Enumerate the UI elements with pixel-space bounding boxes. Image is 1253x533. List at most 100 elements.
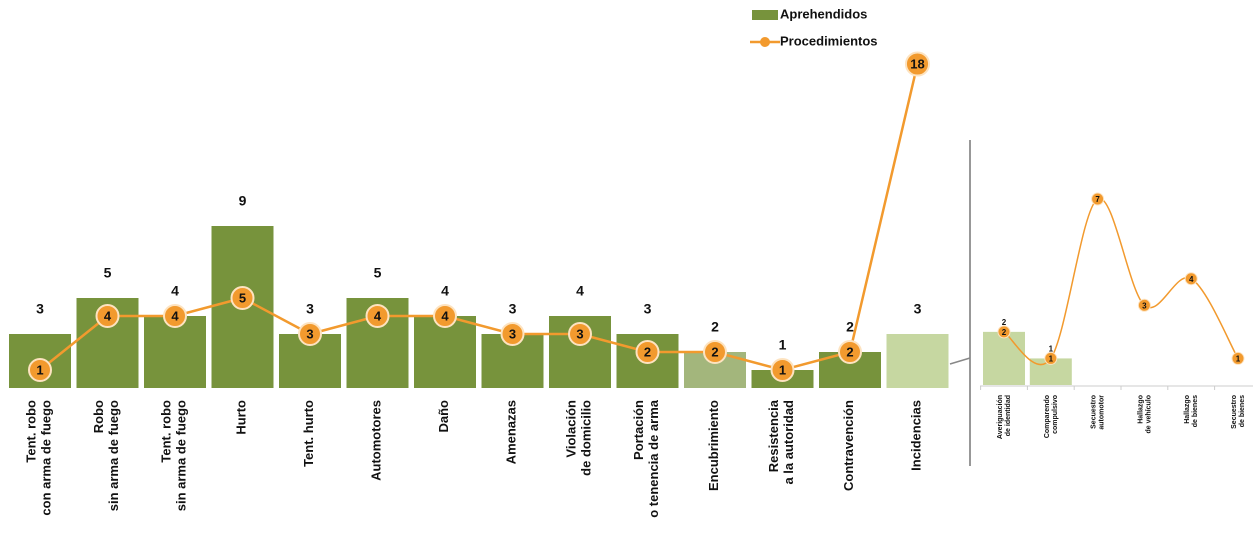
label-line: automotor — [1098, 395, 1105, 430]
label-line: Amenazas — [504, 400, 519, 464]
line-marker — [163, 304, 187, 328]
line-marker — [703, 340, 727, 364]
line-value-label: 5 — [239, 290, 246, 305]
line-marker — [95, 304, 120, 328]
label-line: Violación — [564, 400, 579, 458]
x-tick-label: Tent. robocon arma de fuego — [24, 400, 54, 516]
label-line: de vehículo — [1145, 395, 1152, 434]
label-line: Automotores — [369, 400, 384, 481]
legend-label: Aprehendidos — [780, 6, 867, 21]
label-line: de bienes — [1239, 395, 1246, 427]
label-line: Portación — [631, 400, 646, 460]
line-value-label: 1 — [36, 362, 43, 377]
line-value-label: 2 — [711, 344, 718, 359]
bar-value-label: 4 — [576, 283, 584, 299]
label-line: Tent. robo — [24, 400, 39, 463]
bar-value-label: 3 — [36, 301, 44, 317]
line-marker — [1091, 192, 1105, 206]
label-line: de identidad — [1005, 395, 1012, 436]
line-value-label: 4 — [374, 308, 382, 323]
bar-value-label: 1 — [779, 337, 787, 353]
bar-value-label: 1 — [1049, 345, 1054, 354]
x-tick-label: Comparendocompulsivo — [1044, 395, 1059, 438]
bar-value-label: 3 — [914, 301, 922, 317]
line-value-label: 2 — [846, 344, 853, 359]
line-value-label: 1 — [779, 362, 786, 377]
x-tick-label: Secuestrode bienes — [1231, 395, 1246, 429]
bar-value-label: 2 — [1002, 318, 1007, 327]
label-line: de bienes — [1192, 395, 1199, 427]
line-value-label: 2 — [1002, 328, 1007, 337]
legend-label: Procedimientos — [780, 33, 878, 48]
x-tick-label: Tent. robosin arma de fuego — [159, 400, 189, 511]
label-line: o tenencia de arma — [646, 399, 661, 518]
line-value-label: 4 — [1189, 275, 1194, 284]
line-marker — [904, 51, 931, 77]
line-value-label: 4 — [171, 308, 179, 323]
line-marker — [568, 322, 592, 346]
x-tick-label: Portacióno tenencia de arma — [631, 399, 661, 518]
x-tick-label: Automotores — [369, 400, 384, 481]
legend-swatch — [760, 37, 770, 47]
label-line: Encubrimiento — [706, 400, 721, 491]
label-line: Hallazgo — [1137, 395, 1144, 424]
x-tick-label: Daño — [436, 400, 451, 433]
x-tick-label: Resistenciaa la autoridad — [766, 399, 796, 484]
label-line: con arma de fuego — [39, 400, 54, 516]
x-tick-label: Hallazgode vehículo — [1137, 395, 1152, 434]
label-line: compulsivo — [1052, 395, 1059, 434]
bar-value-label: 3 — [644, 301, 652, 317]
line-value-label: 3 — [1142, 301, 1147, 310]
label-line: Tent. hurto — [301, 400, 316, 467]
line-marker — [635, 340, 660, 364]
bar — [983, 331, 1025, 385]
line — [1003, 198, 1239, 366]
bar-value-label: 5 — [104, 265, 112, 281]
x-tick-label: Robosin arma de fuego — [91, 400, 121, 511]
x-tick-label: Averiguaciónde identidad — [997, 395, 1012, 439]
line-value-label: 3 — [509, 326, 516, 341]
line-marker — [838, 340, 862, 364]
bar — [886, 334, 949, 388]
bar-value-label: 4 — [171, 283, 179, 299]
label-line: Incidencias — [909, 400, 924, 471]
x-tick-label: Contravención — [841, 400, 856, 491]
line-marker — [298, 322, 322, 346]
label-line: Comparendo — [1044, 395, 1051, 438]
x-tick-label: Amenazas — [504, 400, 519, 464]
label-line: Hallazgo — [1184, 395, 1191, 424]
line-value-label: 3 — [576, 326, 583, 341]
line-marker — [1231, 351, 1245, 365]
label-line: Hurto — [234, 400, 249, 435]
label-line: Secuestro — [1090, 395, 1097, 429]
bar-value-label: 3 — [306, 301, 314, 317]
line-value-label: 1 — [1049, 355, 1054, 364]
label-line: a la autoridad — [781, 400, 796, 485]
line-value-label: 18 — [910, 56, 924, 71]
label-line: Daño — [436, 400, 451, 433]
line-marker — [997, 325, 1011, 339]
line-marker — [1137, 298, 1151, 312]
line-marker — [1044, 351, 1058, 365]
line-value-label: 2 — [644, 344, 651, 359]
label-line: Tent. robo — [159, 400, 174, 463]
line-marker — [28, 358, 52, 382]
line-value-label: 4 — [441, 308, 449, 323]
label-line: sin arma de fuego — [174, 400, 189, 511]
bar-value-label: 4 — [441, 283, 449, 299]
x-tick-label: Secuestroautomotor — [1090, 395, 1105, 430]
label-line: de domicilio — [579, 400, 594, 476]
x-tick-label: Tent. hurto — [301, 400, 316, 467]
label-line: Secuestro — [1231, 395, 1238, 429]
line-value-label: 7 — [1095, 195, 1100, 204]
line-value-label: 3 — [306, 326, 313, 341]
line-marker — [500, 322, 525, 346]
connector — [949, 357, 971, 365]
label-line: Resistencia — [766, 399, 781, 472]
line-marker — [433, 304, 457, 328]
label-line: Averiguación — [997, 395, 1004, 439]
line-marker — [1184, 272, 1198, 286]
x-tick-label: Violaciónde domicilio — [564, 400, 594, 476]
line-marker — [770, 358, 795, 382]
